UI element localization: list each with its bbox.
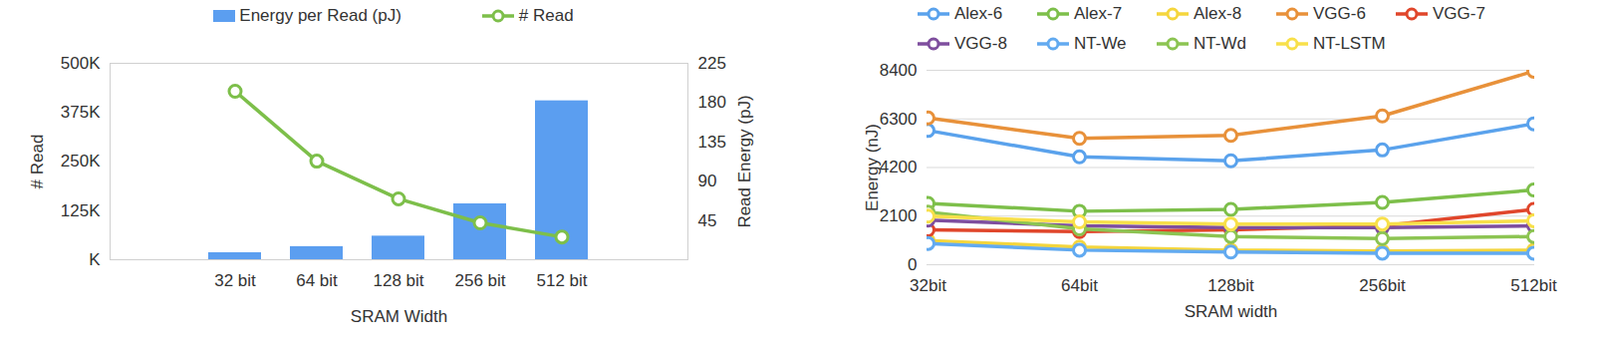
- html-text:VGG-7: VGG-7: [1432, 3, 1486, 23]
- html-text:# Read: # Read: [518, 5, 574, 25]
- html-text:Energy per Read (pJ): Energy per Read (pJ): [239, 5, 402, 25]
- svg-text:4200: 4200: [879, 157, 918, 177]
- svg-text:125K: 125K: [60, 201, 101, 221]
- svg-text:225: 225: [698, 53, 727, 73]
- svg-text:250K: 250K: [60, 151, 101, 171]
- svg-text:32bit: 32bit: [909, 275, 947, 295]
- svg-text:64 bit: 64 bit: [295, 270, 338, 290]
- svg-text:45: 45: [698, 211, 718, 231]
- svg-text:128bit: 128bit: [1207, 275, 1255, 295]
- html-text:NT-Wd: NT-Wd: [1193, 33, 1247, 53]
- html-text:Alex-7: Alex-7: [1073, 3, 1122, 23]
- svg-text:32 bit: 32 bit: [214, 270, 257, 290]
- svg-text:375K: 375K: [60, 102, 101, 122]
- html-text:Alex-8: Alex-8: [1193, 3, 1242, 23]
- svg-text:64bit: 64bit: [1061, 275, 1098, 295]
- svg-text:8400: 8400: [879, 60, 918, 80]
- svg-text:90: 90: [698, 171, 718, 191]
- html-text:Alex-6: Alex-6: [954, 3, 1003, 23]
- svg-text:K: K: [88, 250, 101, 269]
- svg-text:500K: 500K: [60, 53, 101, 73]
- svg-text:512bit: 512bit: [1510, 275, 1558, 295]
- svg-text:128 bit: 128 bit: [372, 270, 424, 290]
- svg-text:180: 180: [698, 92, 727, 112]
- svg-text:SRAM width: SRAM width: [1184, 301, 1279, 321]
- svg-text:# Read: # Read: [27, 134, 47, 190]
- svg-text:SRAM Width: SRAM Width: [350, 306, 448, 326]
- svg-text:512 bit: 512 bit: [535, 270, 587, 290]
- svg-text:6300: 6300: [879, 109, 918, 129]
- svg-text:2100: 2100: [879, 206, 918, 226]
- svg-text:Energy (nJ): Energy (nJ): [862, 123, 882, 212]
- svg-text:256 bit: 256 bit: [454, 270, 506, 290]
- svg-text:256bit: 256bit: [1358, 275, 1406, 295]
- svg-text:0: 0: [907, 255, 917, 274]
- svg-text:135: 135: [698, 132, 727, 152]
- html-text:NT-LSTM: NT-LSTM: [1313, 33, 1386, 53]
- html-text:VGG-8: VGG-8: [954, 33, 1008, 53]
- html-text:VGG-6: VGG-6: [1313, 3, 1366, 23]
- html-text:NT-We: NT-We: [1073, 33, 1127, 53]
- svg-text:Read Energy (pJ): Read Energy (pJ): [735, 94, 755, 228]
